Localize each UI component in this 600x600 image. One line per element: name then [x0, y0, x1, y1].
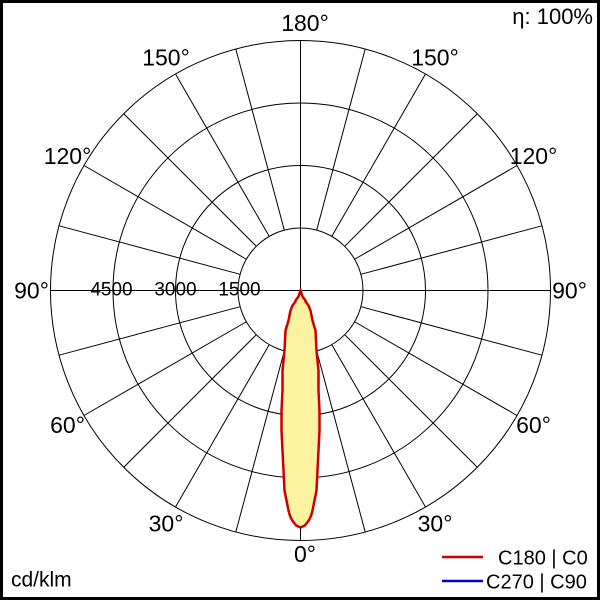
svg-text:90°: 90° — [552, 278, 587, 304]
svg-text:cd/klm: cd/klm — [11, 569, 72, 592]
svg-text:150°: 150° — [411, 45, 459, 71]
svg-text:C180 | C0: C180 | C0 — [498, 547, 588, 569]
svg-text:0°: 0° — [294, 541, 316, 567]
svg-text:120°: 120° — [44, 143, 92, 169]
svg-text:90°: 90° — [14, 278, 49, 304]
svg-text:120°: 120° — [510, 143, 558, 169]
svg-text:150°: 150° — [142, 45, 190, 71]
svg-text:C270 | C90: C270 | C90 — [486, 571, 587, 593]
svg-text:30°: 30° — [418, 511, 453, 537]
svg-text:180°: 180° — [281, 10, 329, 36]
svg-text:60°: 60° — [50, 412, 85, 438]
svg-text:4500: 4500 — [90, 280, 132, 301]
svg-text:3000: 3000 — [154, 280, 196, 301]
svg-text:60°: 60° — [516, 412, 551, 438]
svg-text:1500: 1500 — [218, 280, 260, 301]
svg-text:30°: 30° — [149, 511, 184, 537]
svg-text:η: 100%: η: 100% — [512, 4, 593, 29]
